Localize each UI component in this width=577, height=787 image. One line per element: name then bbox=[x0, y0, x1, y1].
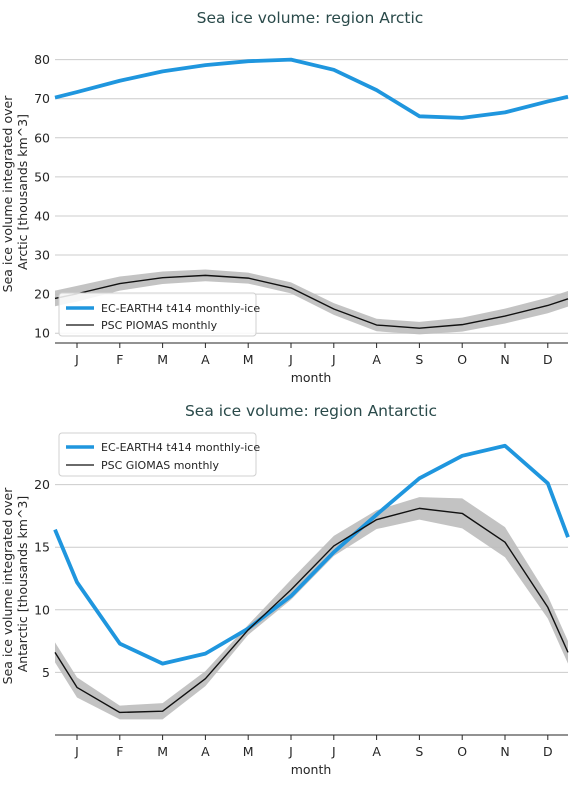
x-axis-label: month bbox=[291, 370, 332, 385]
y-tick-label: 30 bbox=[34, 248, 50, 263]
legend: EC-EARTH4 t414 monthly-ice PSC GIOMAS mo… bbox=[58, 432, 260, 477]
y-axis-label-line-1: Sea ice volume integrated over bbox=[0, 487, 15, 685]
x-tick-label: D bbox=[543, 744, 553, 759]
series-line-obs bbox=[54, 274, 569, 329]
x-tick-label: N bbox=[500, 352, 509, 367]
x-tick-label: J bbox=[331, 744, 336, 759]
y-tick-label: 40 bbox=[34, 208, 50, 223]
chart-title: Sea ice volume: region Antarctic bbox=[185, 402, 437, 420]
x-tick-label: M bbox=[157, 352, 168, 367]
series-line-obs bbox=[54, 507, 569, 714]
x-tick-label: A bbox=[201, 352, 210, 367]
y-axis-label-line-2: Arctic [thousands km^3] bbox=[15, 114, 30, 270]
x-tick-label: A bbox=[372, 744, 381, 759]
x-tick-label: M bbox=[243, 352, 254, 367]
y-tick-label: 10 bbox=[34, 326, 50, 341]
x-tick-label: J bbox=[74, 744, 79, 759]
x-tick-label: M bbox=[157, 744, 168, 759]
legend-label-obs: PSC PIOMAS monthly bbox=[101, 319, 218, 332]
chart-arctic: Sea ice volume: region Arctic 10 20 30 40 50… bbox=[0, 9, 569, 385]
y-axis-label: Sea ice volume integrated over Antarctic… bbox=[0, 484, 30, 685]
x-tick-label: J bbox=[331, 352, 336, 367]
x-tick-label: F bbox=[116, 352, 123, 367]
x-tick-label: A bbox=[201, 744, 210, 759]
x-tick-label: M bbox=[243, 744, 254, 759]
y-tick-label: 20 bbox=[34, 287, 50, 302]
y-tick-label: 10 bbox=[34, 602, 50, 617]
legend-box bbox=[58, 292, 257, 337]
obs-uncertainty-band bbox=[55, 269, 568, 335]
legend-label-model: EC-EARTH4 t414 monthly-ice bbox=[101, 302, 260, 315]
x-tick-label: N bbox=[500, 744, 509, 759]
x-tick-label: O bbox=[457, 744, 467, 759]
legend: EC-EARTH4 t414 monthly-ice PSC PIOMAS mo… bbox=[58, 292, 260, 337]
y-axis-label-line-2: Antarctic [thousands km^3] bbox=[15, 496, 30, 673]
x-tick-label: O bbox=[457, 352, 467, 367]
y-tick-label: 5 bbox=[42, 665, 50, 680]
y-tick-label: 20 bbox=[34, 477, 50, 492]
x-tick-label: J bbox=[288, 352, 293, 367]
x-tick-label: S bbox=[415, 352, 423, 367]
x-tick-label: J bbox=[288, 744, 293, 759]
y-tick-label: 50 bbox=[34, 169, 50, 184]
y-axis-label-line-1: Sea ice volume integrated over bbox=[0, 95, 15, 293]
x-tick-label: S bbox=[415, 744, 423, 759]
y-tick-label: 60 bbox=[34, 130, 50, 145]
y-tick-label: 80 bbox=[34, 52, 50, 67]
x-tick-label: F bbox=[116, 744, 123, 759]
chart-antarctic: Sea ice volume: region Antarctic 5 10 15 20… bbox=[0, 402, 570, 777]
x-tick-label: A bbox=[372, 352, 381, 367]
legend-box bbox=[58, 432, 257, 477]
y-tick-label: 15 bbox=[34, 540, 50, 555]
legend-label-obs: PSC GIOMAS monthly bbox=[101, 459, 219, 472]
series-line-model bbox=[53, 443, 570, 666]
legend-label-model: EC-EARTH4 t414 monthly-ice bbox=[101, 441, 260, 454]
x-axis-label: month bbox=[291, 762, 332, 777]
y-tick-label: 70 bbox=[34, 91, 50, 106]
x-tick-label: J bbox=[74, 352, 79, 367]
y-axis-label: Sea ice volume integrated over Arctic [t… bbox=[0, 92, 30, 293]
x-tick-label: D bbox=[543, 352, 553, 367]
series-line-model bbox=[54, 57, 569, 120]
obs-uncertainty-band bbox=[55, 497, 568, 720]
chart-title: Sea ice volume: region Arctic bbox=[197, 9, 424, 27]
